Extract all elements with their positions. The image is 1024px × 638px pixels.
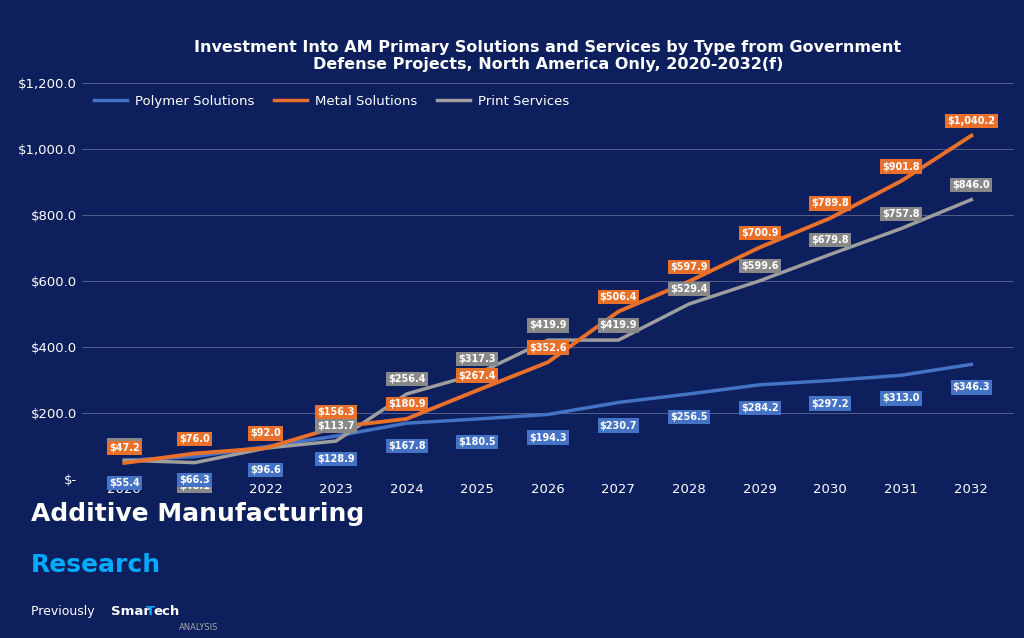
Text: $846.0: $846.0: [952, 180, 990, 190]
Text: $76.0: $76.0: [179, 434, 210, 443]
Text: $901.8: $901.8: [882, 161, 920, 172]
Text: $297.2: $297.2: [811, 399, 849, 408]
Title: Investment Into AM Primary Solutions and Services by Type from Government
Defens: Investment Into AM Primary Solutions and…: [195, 40, 901, 72]
Text: $128.9: $128.9: [317, 454, 355, 464]
Text: $700.9: $700.9: [741, 228, 778, 238]
Legend: Polymer Solutions, Metal Solutions, Print Services: Polymer Solutions, Metal Solutions, Prin…: [88, 89, 574, 113]
Text: $757.8: $757.8: [882, 209, 920, 219]
Text: $267.4: $267.4: [459, 371, 496, 381]
Text: $256.4: $256.4: [388, 375, 425, 384]
Text: $256.5: $256.5: [671, 412, 708, 422]
Text: Research: Research: [31, 553, 161, 577]
Text: $113.7: $113.7: [317, 421, 354, 431]
Text: $419.9: $419.9: [600, 320, 637, 330]
Text: $66.3: $66.3: [179, 475, 210, 485]
Text: $167.8: $167.8: [388, 441, 425, 451]
Text: Smar: Smar: [111, 605, 150, 618]
Text: $55.4: $55.4: [109, 440, 139, 450]
Text: $352.6: $352.6: [529, 343, 566, 353]
Text: $529.4: $529.4: [671, 285, 708, 294]
Text: ech: ech: [154, 605, 180, 618]
Text: $599.6: $599.6: [741, 261, 778, 271]
Text: $317.3: $317.3: [459, 354, 496, 364]
Text: $194.3: $194.3: [529, 433, 566, 443]
Text: $313.0: $313.0: [882, 394, 920, 403]
Text: $230.7: $230.7: [600, 420, 637, 431]
Text: $597.9: $597.9: [671, 262, 708, 272]
Text: ANALYSIS: ANALYSIS: [179, 623, 218, 632]
Text: $47.2: $47.2: [109, 443, 139, 453]
Text: $679.8: $679.8: [811, 235, 849, 245]
Text: $92.0: $92.0: [250, 429, 281, 438]
Text: $48.1: $48.1: [179, 480, 210, 491]
Text: T: T: [145, 605, 155, 618]
Text: $1,040.2: $1,040.2: [947, 116, 995, 126]
Text: $96.6: $96.6: [250, 464, 281, 475]
Text: $789.8: $789.8: [811, 198, 849, 209]
Text: Additive Manufacturing: Additive Manufacturing: [31, 502, 364, 526]
Text: $55.4: $55.4: [109, 478, 139, 488]
Text: $92.0: $92.0: [250, 429, 281, 438]
Text: $180.5: $180.5: [459, 437, 496, 447]
Text: $346.3: $346.3: [952, 382, 990, 392]
Text: $156.3: $156.3: [317, 407, 354, 417]
Text: $506.4: $506.4: [600, 292, 637, 302]
Text: $180.9: $180.9: [388, 399, 425, 409]
Text: Previously: Previously: [31, 605, 102, 618]
Text: $284.2: $284.2: [740, 403, 778, 413]
Text: $419.9: $419.9: [529, 320, 566, 330]
